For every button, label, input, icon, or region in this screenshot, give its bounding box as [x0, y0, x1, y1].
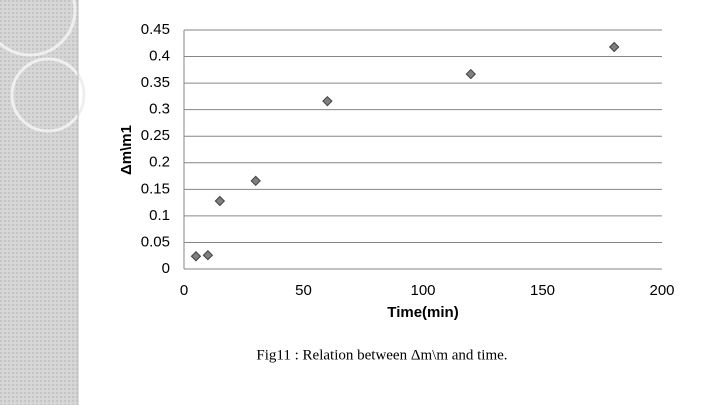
data-point [608, 41, 620, 53]
y-tick-label: 0.4 [149, 48, 170, 65]
data-point [250, 175, 261, 187]
data-point [202, 249, 214, 261]
x-tick-label: 200 [649, 282, 674, 299]
x-axis-label: Time(min) [387, 304, 458, 321]
y-tick-label: 0.35 [141, 74, 170, 91]
y-tick-label: 0.05 [141, 233, 170, 250]
x-tick-label: 150 [530, 282, 555, 299]
caption: Fig11 : Relation between Δm\m and time. [256, 347, 507, 363]
y-axis-label: Δm\m1 [118, 125, 135, 175]
data-point [214, 195, 226, 207]
y-tick-label: 0.45 [141, 21, 170, 38]
x-tick-label: 50 [295, 282, 312, 299]
x-tick-label: 100 [410, 282, 435, 299]
y-tick-label: 0.3 [149, 101, 170, 118]
y-tick-label: 0 [162, 260, 170, 277]
data-point [322, 95, 333, 107]
y-tick-label: 0.2 [149, 154, 170, 171]
y-tick-label: 0.25 [141, 127, 170, 144]
y-tick-label: 0.1 [149, 207, 170, 224]
data-point [190, 251, 202, 262]
data-point [465, 68, 477, 80]
decoration [0, 0, 86, 405]
y-tick-label: 0.15 [141, 180, 170, 197]
x-tick-label: 0 [180, 282, 188, 299]
